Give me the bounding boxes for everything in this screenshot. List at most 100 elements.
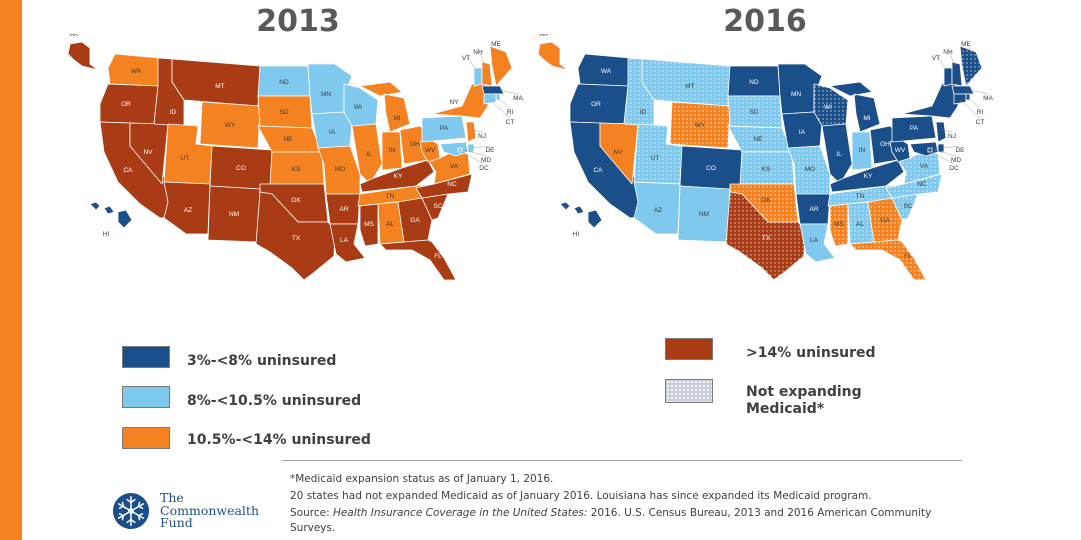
- state-label-ok: OK: [761, 197, 771, 204]
- state-label-me: ME: [961, 41, 971, 48]
- state-ms: [359, 203, 379, 247]
- not-expanding-overlay-ms: [830, 204, 848, 246]
- leader-line-ri: [497, 97, 511, 109]
- orange-accent-bar: [0, 0, 22, 540]
- state-label-fl: FL: [434, 253, 442, 260]
- state-dc: [457, 147, 463, 153]
- state-label-wv: WV: [425, 147, 436, 154]
- state-label-in: IN: [859, 147, 866, 154]
- state-label-ms: MS: [364, 221, 374, 228]
- state-label-fl: FL: [904, 253, 912, 260]
- state-label-nh: NH: [473, 49, 483, 56]
- state-label-wy: WY: [225, 122, 236, 129]
- state-label-co: CO: [236, 165, 246, 172]
- commonwealth-fund-logo-icon: [112, 492, 150, 530]
- state-label-wv: WV: [895, 147, 906, 154]
- logo-text-line3: Fund: [160, 515, 193, 530]
- state-label-il: IL: [366, 151, 372, 158]
- legend-swatch-dark-blue: [122, 346, 170, 368]
- state-hi: [89, 201, 133, 229]
- legend-label-not-expanding: Not expanding Medicaid*: [746, 384, 862, 417]
- state-de: [937, 143, 945, 153]
- state-label-mt: MT: [685, 83, 694, 90]
- state-label-nc: NC: [447, 181, 457, 188]
- not-expanding-overlay-wy: [670, 102, 730, 148]
- state-la: [799, 223, 836, 263]
- legend-label-orange: 10.5%-<14% uninsured: [187, 432, 371, 448]
- state-label-mo: MO: [335, 166, 345, 173]
- state-label-ar: AR: [339, 206, 348, 213]
- state-az: [163, 181, 211, 235]
- not-expanding-overlay-sc: [892, 194, 918, 220]
- state-label-ct: CT: [976, 119, 985, 126]
- commonwealth-fund-logo-text: The Commonwealth Fund: [160, 491, 259, 530]
- state-ny: [431, 81, 489, 119]
- state-ak: [67, 41, 99, 71]
- not-expanding-overlay-va: [898, 152, 940, 184]
- state-label-nd: ND: [279, 79, 289, 86]
- not-expanding-overlay-me: [960, 46, 982, 86]
- state-label-nh: NH: [943, 49, 953, 56]
- leader-line-me: [965, 39, 975, 59]
- state-label-nc: NC: [917, 181, 927, 188]
- us-map-2013: WA OR CA NV ID MT WY UT CO AZ NM ND SD NE KS OK TX MN IA MO…: [67, 34, 524, 280]
- leader-line-ma: [969, 89, 989, 95]
- state-la: [329, 223, 366, 263]
- not-expanding-overlay-ut: [634, 124, 682, 184]
- leader-line-nh: [477, 47, 486, 67]
- state-label-mt: MT: [215, 83, 224, 90]
- state-ga: [397, 197, 433, 243]
- state-vt: [473, 67, 483, 87]
- state-label-ut: UT: [181, 155, 190, 162]
- state-ky: [359, 159, 435, 193]
- state-label-nv: NV: [143, 149, 153, 156]
- leader-line-nj: [941, 129, 953, 133]
- state-label-ri: RI: [977, 109, 984, 116]
- state-label-ne: NE: [753, 136, 763, 143]
- state-de: [467, 143, 475, 153]
- state-label-wi: WI: [354, 104, 362, 111]
- not-expanding-overlay-nc: [886, 174, 942, 198]
- not-expanding-overlay-mt: [642, 59, 730, 106]
- state-label-nm: NM: [229, 211, 239, 218]
- state-nh: [481, 61, 493, 87]
- state-label-wy: WY: [695, 122, 706, 129]
- state-label-ri: RI: [507, 109, 514, 116]
- leader-line-ct: [959, 99, 981, 119]
- state-label-ny: NY: [449, 99, 459, 106]
- state-label-ca: CA: [123, 167, 133, 174]
- state-label-il: IL: [836, 151, 842, 158]
- leader-line-de: [471, 145, 491, 149]
- state-label-in: IN: [389, 147, 396, 154]
- not-expanding-overlay-al: [848, 202, 874, 244]
- state-label-mo: MO: [805, 166, 815, 173]
- state-label-mn: MN: [791, 91, 801, 98]
- legend-swatch-orange: [122, 427, 170, 449]
- footnote-source: Source: Health Insurance Coverage in the…: [290, 506, 970, 536]
- leader-line-me: [495, 39, 505, 59]
- state-label-tn: TN: [856, 193, 865, 200]
- legend-label-rust: >14% uninsured: [746, 345, 876, 361]
- state-label-wi: WI: [824, 104, 832, 111]
- state-label-ks: KS: [292, 166, 301, 173]
- state-label-az: AZ: [184, 207, 192, 214]
- state-ky: [829, 159, 905, 193]
- state-label-ca: CA: [593, 167, 603, 174]
- state-label-la: LA: [810, 237, 819, 244]
- state-md: [439, 141, 469, 157]
- state-label-ma: MA: [513, 95, 523, 102]
- state-fl: [379, 239, 457, 280]
- state-label-hi: HI: [573, 231, 580, 238]
- state-label-al: AL: [856, 221, 864, 228]
- leader-line-md: [933, 149, 957, 157]
- state-label-mi: MI: [863, 115, 870, 122]
- source-prefix: Source:: [290, 507, 333, 519]
- leader-line-vt: [465, 53, 477, 71]
- us-map-2016: WA OR CA NV ID MT WY UT CO AZ NM ND SD NE KS OK TX MN IA MO…: [537, 34, 994, 280]
- legend-label-dark-blue: 3%-<8% uninsured: [187, 353, 337, 369]
- state-ma: [481, 85, 505, 95]
- state-label-ne: NE: [283, 136, 293, 143]
- leader-line-vt: [935, 53, 947, 71]
- state-label-nj: NJ: [478, 133, 486, 140]
- state-il: [821, 123, 853, 185]
